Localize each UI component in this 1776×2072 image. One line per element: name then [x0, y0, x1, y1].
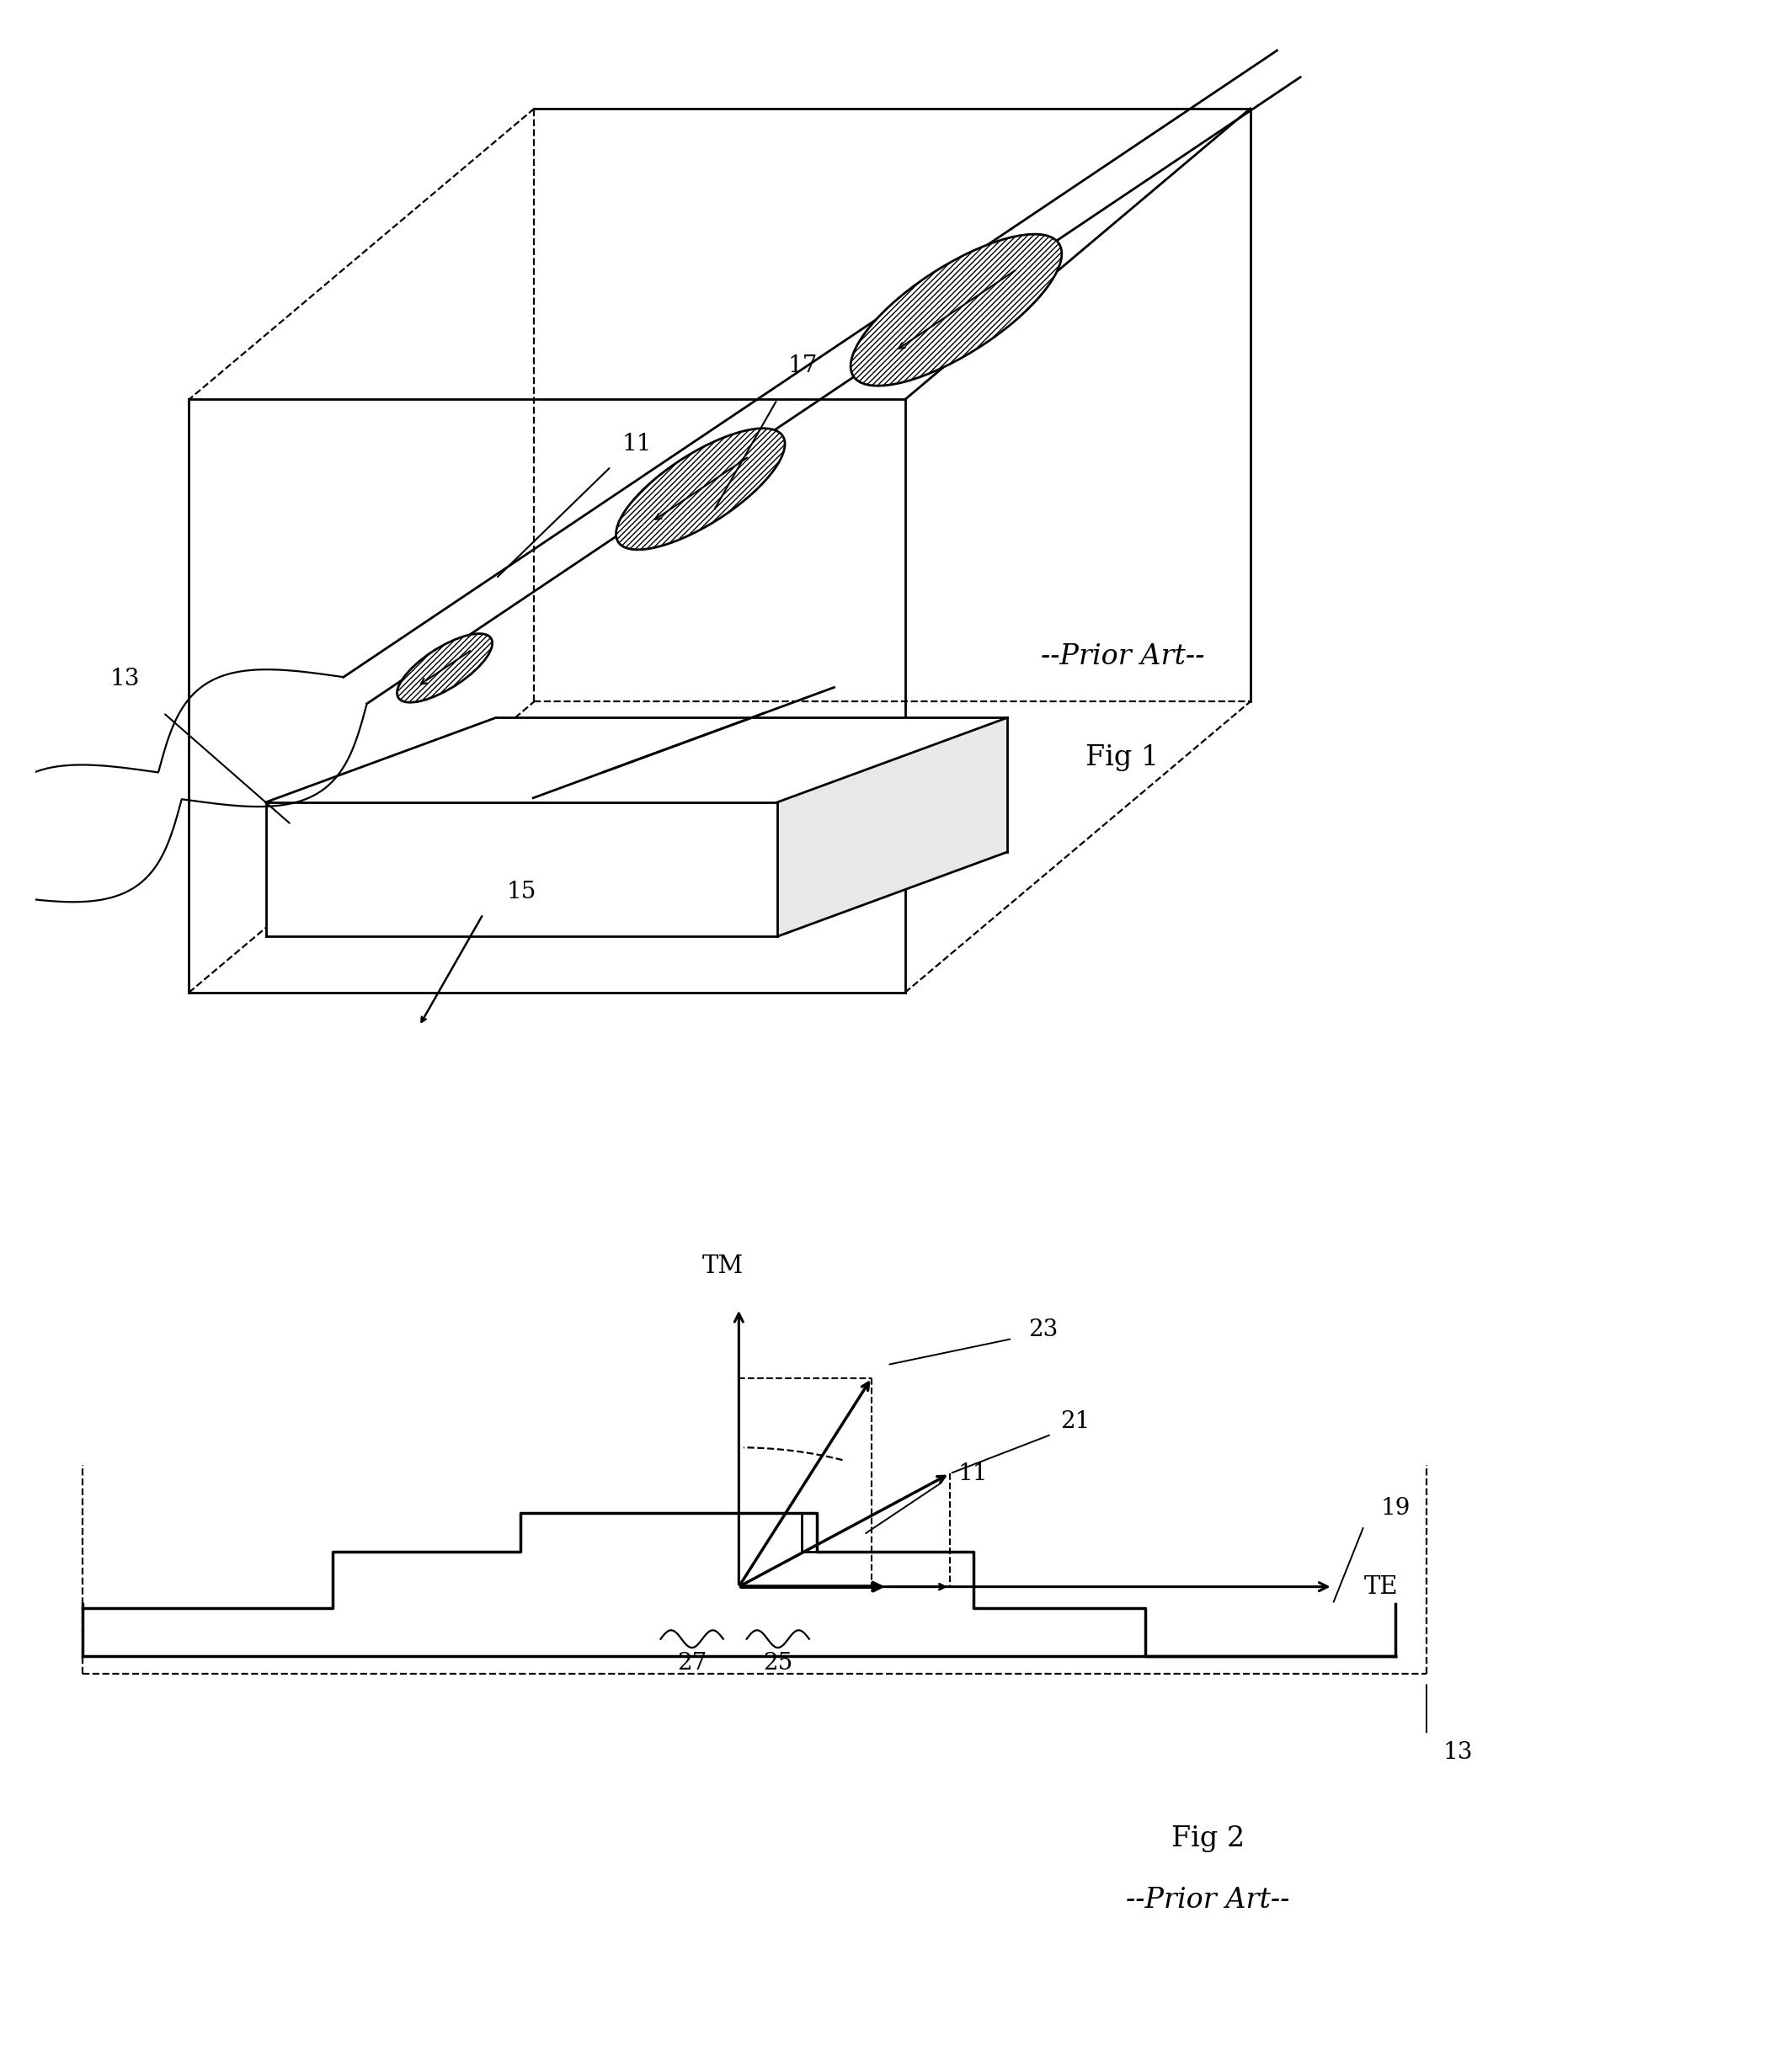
Text: 23: 23	[1028, 1318, 1058, 1341]
Polygon shape	[266, 802, 778, 937]
Text: 11: 11	[959, 1463, 987, 1486]
Text: 19: 19	[1380, 1498, 1410, 1519]
Text: Fig 2: Fig 2	[1170, 1825, 1245, 1852]
Text: 13: 13	[1442, 1740, 1472, 1763]
Text: 25: 25	[764, 1651, 792, 1674]
Text: 15: 15	[506, 881, 536, 903]
Text: 11: 11	[622, 433, 652, 456]
Text: 27: 27	[677, 1651, 707, 1674]
Text: --Prior Art--: --Prior Art--	[1041, 642, 1204, 671]
Polygon shape	[778, 717, 1007, 937]
Text: 13: 13	[110, 667, 140, 690]
Text: 17: 17	[789, 354, 817, 377]
Ellipse shape	[616, 429, 785, 549]
Text: 21: 21	[1060, 1411, 1090, 1432]
Text: --Prior Art--: --Prior Art--	[1126, 1886, 1289, 1915]
Ellipse shape	[398, 634, 492, 702]
Text: TE: TE	[1364, 1575, 1398, 1598]
Ellipse shape	[851, 234, 1062, 385]
Polygon shape	[266, 717, 1007, 802]
Text: Fig 1: Fig 1	[1085, 744, 1160, 771]
Text: TM: TM	[703, 1254, 744, 1278]
